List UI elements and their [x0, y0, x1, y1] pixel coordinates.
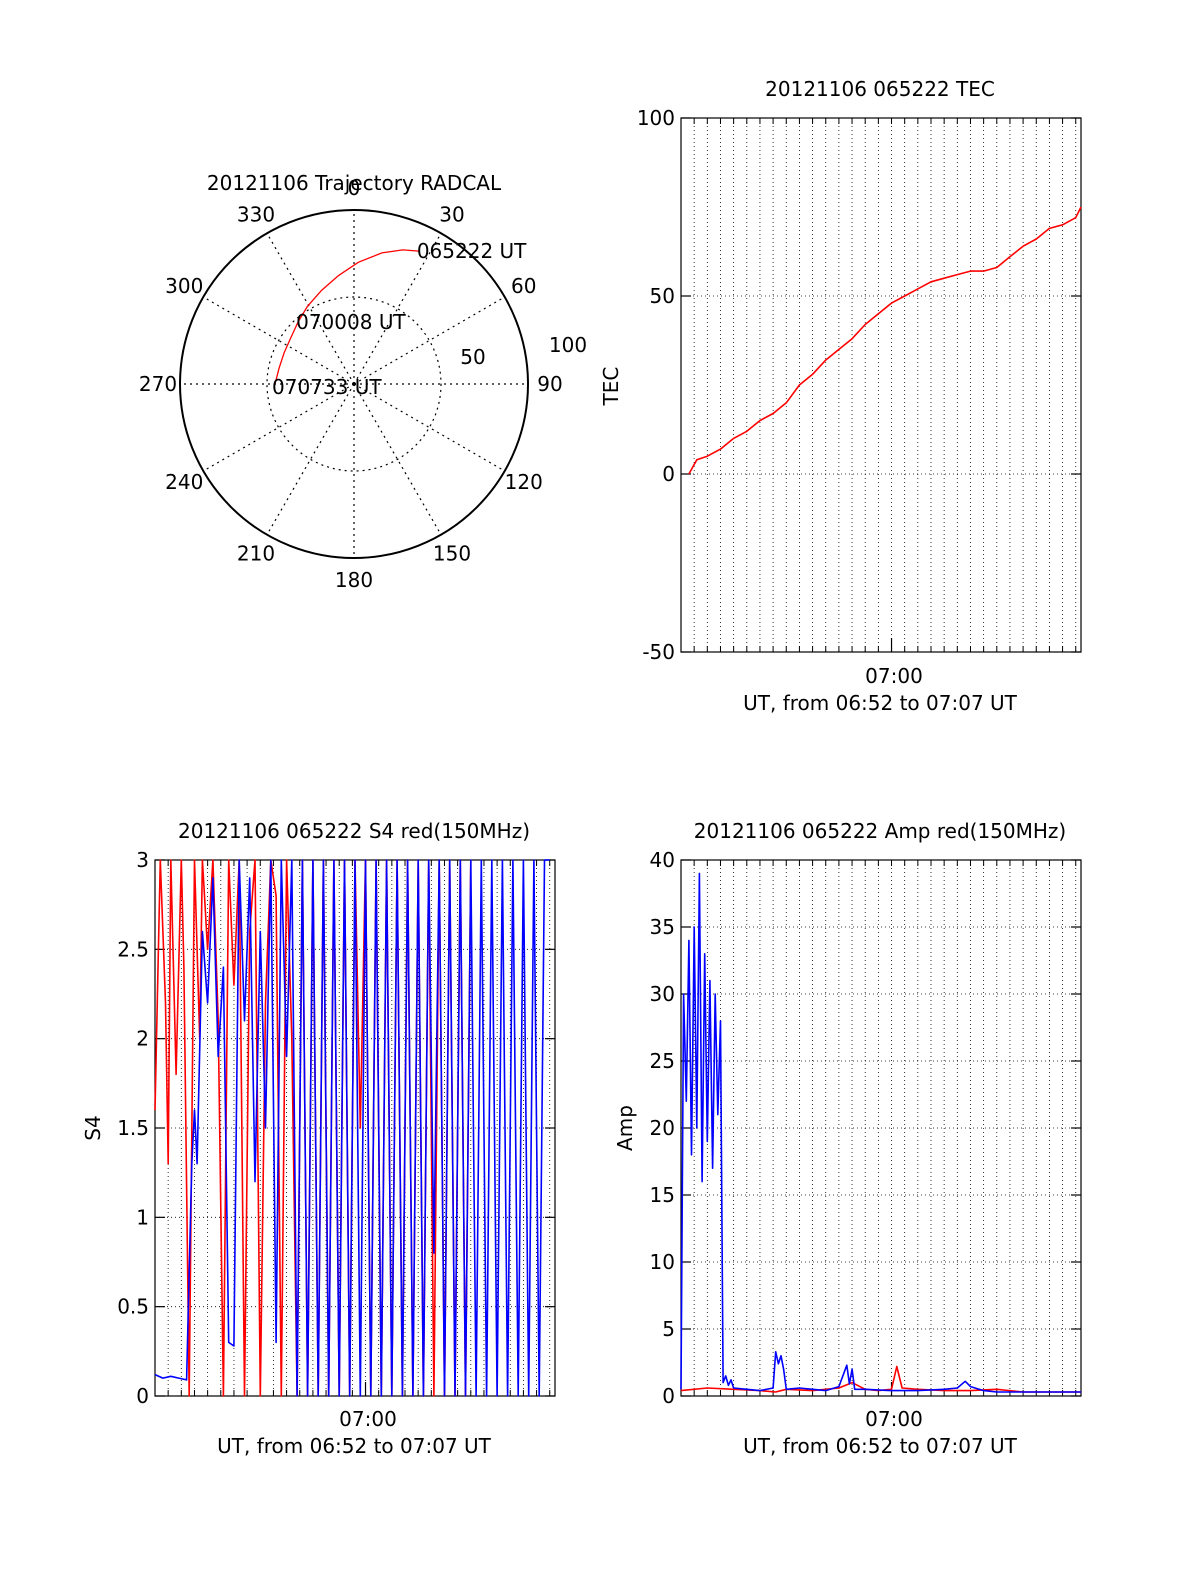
tec-plot-frame [680, 117, 1082, 653]
polar-angle-label: 210 [237, 542, 275, 566]
polar-angle-label: 60 [511, 274, 536, 298]
amp-series [680, 872, 1081, 1393]
polar-grid [179, 209, 529, 559]
s4-panel: 20121106 065222 S4 red(150MHz) 0 0.5 1 1.5 2… [81, 819, 556, 1458]
polar-angle-label: 30 [439, 202, 464, 226]
amp-ytick-label: 10 [650, 1250, 675, 1274]
amp-line-blue [680, 872, 1081, 1393]
trajectory-line [273, 249, 419, 387]
amp-ytick-label: 25 [650, 1049, 675, 1073]
s4-ytick-label: 2 [136, 1027, 149, 1051]
trajectory-annotations: 065222 UT 070008 UT 070733 UT [272, 239, 527, 399]
tec-title: 20121106 065222 TEC [765, 77, 995, 101]
tec-grid [681, 117, 1081, 653]
polar-spoke [353, 296, 505, 385]
s4-ytick-label: 0.5 [117, 1295, 149, 1319]
s4-ytick-label: 3 [136, 848, 149, 872]
trajectory-title: 20121106 Trajectory RADCAL [207, 171, 502, 195]
tec-xtick-label: 07:00 [865, 664, 923, 688]
polar-angle-label: 150 [433, 542, 471, 566]
tec-line-red [688, 206, 1082, 475]
polar-angle-label: 330 [237, 202, 275, 226]
s4-ytick-label: 1 [136, 1205, 149, 1229]
s4-xlabel: UT, from 06:52 to 07:07 UT [217, 1434, 492, 1458]
polar-outer-circle [179, 209, 529, 559]
amp-ytick-label: 20 [650, 1116, 675, 1140]
tec-series [688, 206, 1082, 475]
polar-spoke [266, 233, 355, 385]
polar-spoke [203, 383, 355, 472]
s4-ylabel: S4 [81, 1115, 105, 1140]
s4-y-ticks: 0 0.5 1 1.5 2 2.5 3 [117, 848, 149, 1408]
polar-angle-label: 90 [537, 372, 562, 396]
polar-angle-labels: 0 30 60 90 120 150 180 210 240 270 300 330 [139, 176, 563, 592]
amp-ytick-label: 35 [650, 915, 675, 939]
amp-ytick-label: 0 [662, 1384, 675, 1408]
amp-xtick-label: 07:00 [865, 1407, 923, 1431]
tec-y-ticks: -50 0 50 100 [637, 106, 675, 664]
trajectory-annotation: 070008 UT [296, 310, 406, 334]
tec-ytick-label: 50 [650, 284, 675, 308]
amp-ytick-label: 40 [650, 848, 675, 872]
radial-label-100: 100 [549, 333, 587, 357]
s4-title: 20121106 065222 S4 red(150MHz) [178, 819, 530, 843]
radial-label-50: 50 [460, 345, 485, 369]
s4-ytick-label: 1.5 [117, 1116, 149, 1140]
s4-ytick-label: 2.5 [117, 937, 149, 961]
polar-angle-label: 180 [335, 568, 373, 592]
amp-xlabel: UT, from 06:52 to 07:07 UT [743, 1434, 1018, 1458]
polar-angle-label: 120 [505, 470, 543, 494]
tec-ytick-label: 0 [662, 462, 675, 486]
s4-ytick-label: 0 [136, 1384, 149, 1408]
polar-spoke [203, 296, 355, 385]
polar-angle-label: 300 [165, 274, 203, 298]
amp-ytick-label: 15 [650, 1183, 675, 1207]
polar-spoke [353, 383, 505, 472]
tec-ylabel: TEC [599, 367, 623, 407]
tec-ytick-label: -50 [642, 640, 675, 664]
polar-spoke [353, 383, 442, 535]
trajectory-annotation: 065222 UT [417, 239, 527, 263]
amp-grid [681, 859, 1081, 1397]
s4-series [154, 859, 550, 1397]
polar-angle-label: 270 [139, 372, 177, 396]
tec-xlabel: UT, from 06:52 to 07:07 UT [743, 691, 1018, 715]
amp-title: 20121106 065222 Amp red(150MHz) [694, 819, 1066, 843]
amp-ytick-label: 30 [650, 982, 675, 1006]
amp-ylabel: Amp [613, 1105, 637, 1151]
tec-ytick-label: 100 [637, 106, 675, 130]
s4-xtick-label: 07:00 [339, 1407, 397, 1431]
polar-spoke [353, 233, 442, 385]
trajectory-panel: 20121106 Trajectory RADCAL 0 30 60 90 120 150… [139, 171, 587, 592]
s4-line-blue [154, 859, 550, 1397]
polar-inner-circle [266, 296, 442, 472]
amp-ytick-label: 5 [662, 1317, 675, 1341]
amp-y-ticks: 0 5 10 15 20 25 30 35 40 [650, 848, 675, 1408]
polar-spoke [266, 383, 355, 535]
trajectory-series [273, 249, 419, 387]
trajectory-annotation: 070733 UT [272, 375, 382, 399]
amp-panel: 20121106 065222 Amp red(150MHz) 0 5 10 15 20… [613, 819, 1082, 1458]
polar-angle-label: 0 [348, 176, 361, 200]
polar-angle-label: 240 [165, 470, 203, 494]
